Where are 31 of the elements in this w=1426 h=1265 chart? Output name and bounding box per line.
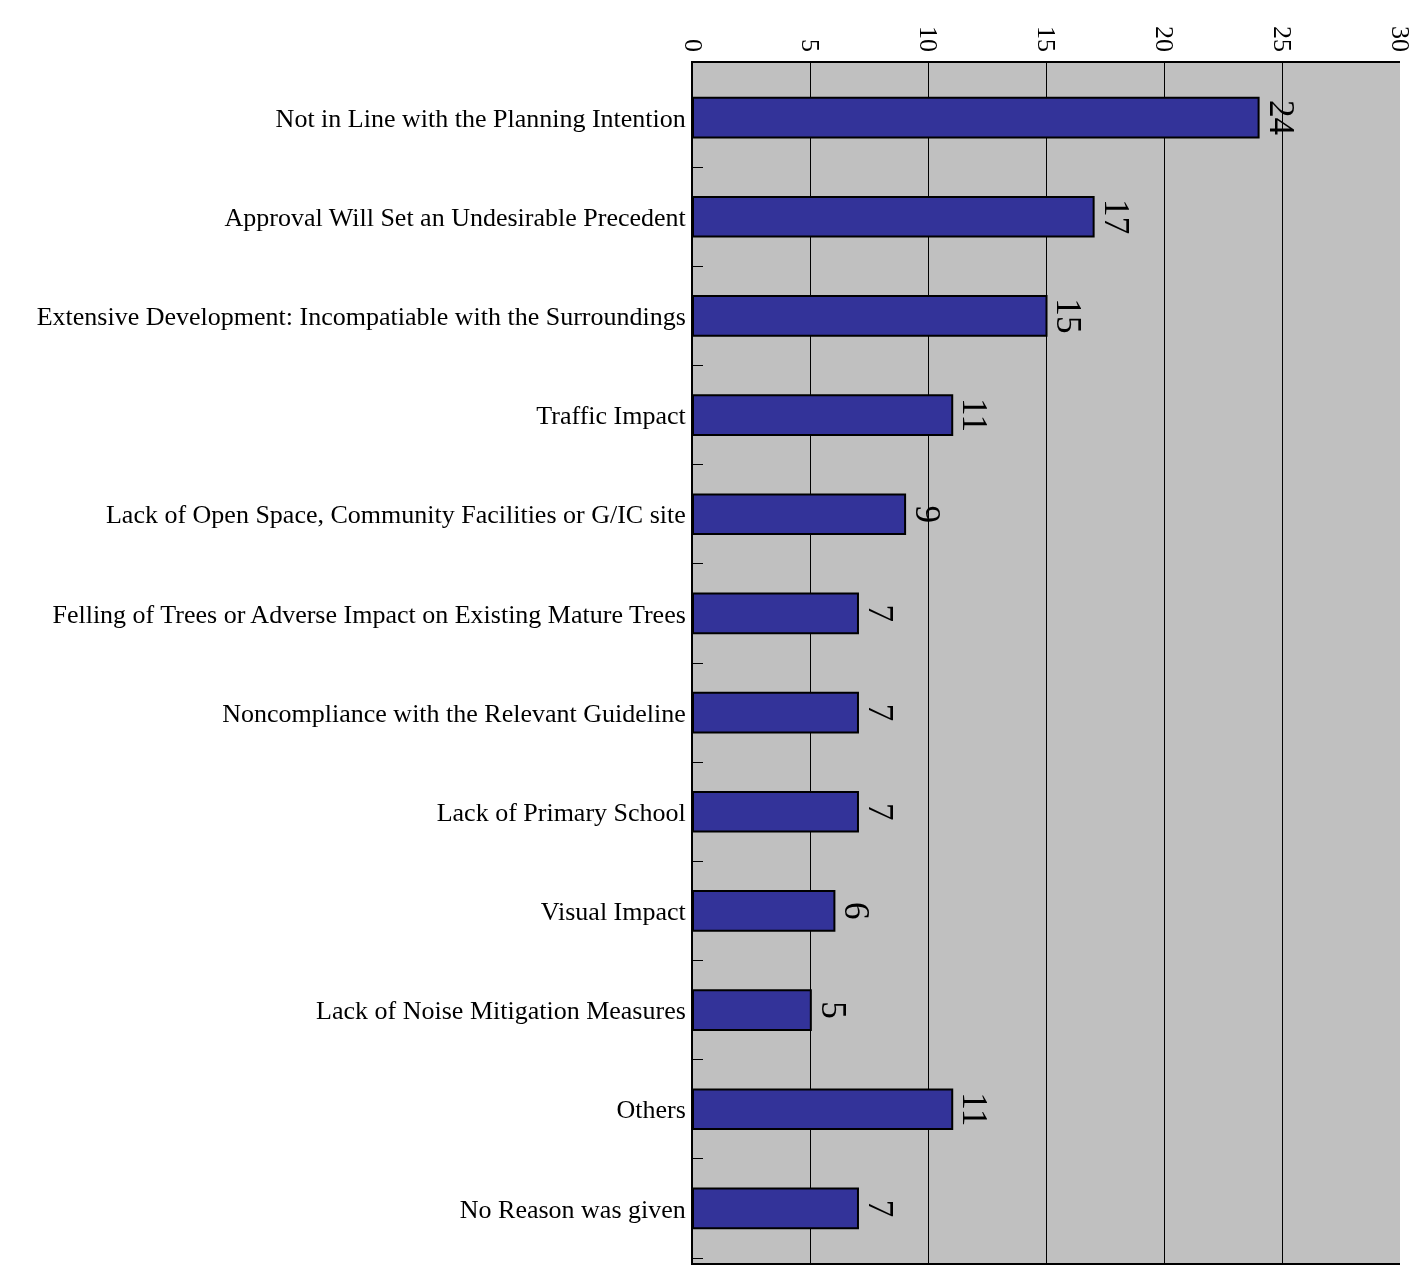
y-tick-label: Extensive Development: Incompatiable with the Surroundings	[36, 301, 686, 331]
data-label: 11	[955, 1092, 995, 1127]
y-tick-label: Lack of Primary School	[436, 797, 686, 827]
x-tick-label: 15	[1032, 25, 1062, 52]
y-tick-label: Traffic Impact	[536, 401, 687, 431]
y-tick-label: Approval Will Set an Undesirable Precedent	[224, 202, 687, 232]
x-tick-label: 25	[1267, 25, 1297, 52]
data-label: 17	[1096, 199, 1136, 235]
y-tick-label: Others	[616, 1095, 686, 1125]
y-tick-label: Lack of Open Space, Community Facilities or G/IC site	[105, 500, 686, 530]
y-tick-label: Felling of Trees or Adverse Impact on Existing Mature Trees	[52, 599, 686, 629]
x-tick-label: 5	[796, 38, 826, 52]
y-tick-label: Not in Line with the Planning Intention	[275, 103, 686, 133]
data-label: 7	[860, 1199, 900, 1218]
data-label: 7	[860, 604, 900, 623]
x-tick-label: 30	[1385, 25, 1415, 52]
y-tick-label: No Reason was given	[459, 1194, 686, 1224]
y-tick-label: Visual Impact	[540, 897, 687, 927]
data-label: 11	[955, 398, 995, 433]
x-tick-label: 20	[1149, 25, 1179, 52]
data-label: 7	[860, 802, 900, 821]
data-label: 6	[837, 902, 877, 920]
y-tick-label: Lack of Noise Mitigation Measures	[316, 996, 686, 1026]
y-tick-label: Noncompliance with the Relevant Guideline	[222, 698, 686, 728]
data-label: 24	[1261, 99, 1301, 136]
data-label: 9	[908, 505, 948, 524]
x-tick-label: 0	[678, 38, 708, 52]
data-label: 7	[860, 703, 900, 722]
data-label: 15	[1049, 298, 1089, 334]
x-tick-label: 10	[914, 25, 944, 52]
data-label: 5	[813, 1001, 853, 1019]
